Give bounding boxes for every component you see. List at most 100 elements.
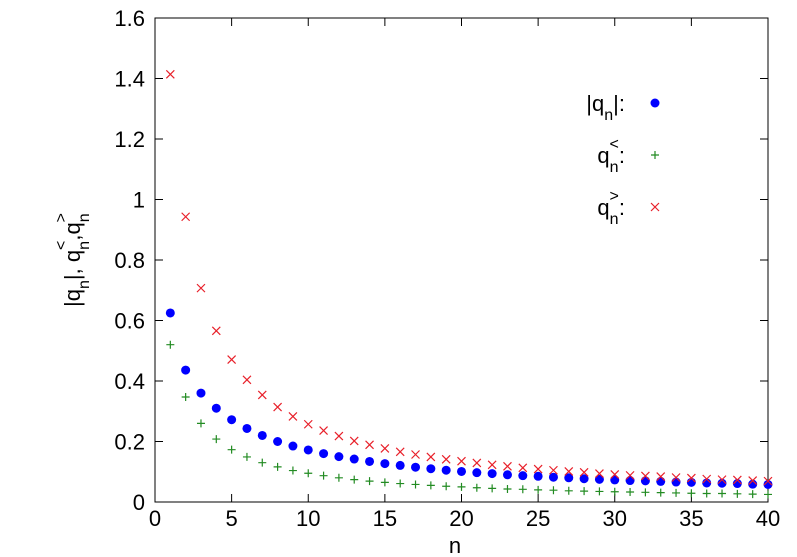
- point: [288, 441, 298, 451]
- point: [349, 436, 359, 446]
- point: [503, 484, 512, 493]
- point: [518, 471, 528, 481]
- point: [579, 467, 589, 477]
- point: [257, 430, 267, 440]
- x-tick-label: 10: [296, 506, 320, 531]
- point: [395, 460, 405, 470]
- point: [686, 477, 696, 487]
- point: [411, 450, 420, 459]
- point: [748, 490, 757, 499]
- point: [502, 470, 512, 480]
- legend-marker: [650, 98, 660, 108]
- point: [380, 459, 390, 469]
- point: [334, 473, 343, 482]
- y-tick-label: 0.4: [114, 369, 145, 394]
- point: [488, 484, 497, 493]
- point: [641, 488, 650, 497]
- y-tick-label: 0: [133, 490, 145, 515]
- point: [380, 478, 389, 487]
- point: [196, 388, 206, 398]
- point: [472, 458, 482, 468]
- point: [579, 474, 589, 484]
- point: [717, 478, 727, 488]
- point: [457, 482, 466, 491]
- point: [196, 283, 206, 293]
- point: [718, 489, 727, 498]
- point: [334, 431, 344, 441]
- point: [732, 475, 742, 485]
- point: [610, 475, 620, 485]
- point: [365, 440, 374, 450]
- point: [441, 465, 451, 475]
- x-tick-label: 15: [373, 506, 397, 531]
- point: [242, 423, 252, 433]
- point: [442, 482, 451, 491]
- y-axis-label: |qn|, qn<​,qn>​: [53, 213, 93, 307]
- point: [441, 454, 451, 464]
- y-tick-label: 0.8: [114, 248, 145, 273]
- point: [472, 483, 481, 492]
- legend-marker: [651, 151, 659, 159]
- point: [334, 452, 344, 462]
- point: [365, 456, 375, 466]
- point: [196, 419, 205, 428]
- point: [671, 477, 681, 487]
- point: [319, 449, 329, 459]
- point: [625, 476, 635, 486]
- point: [625, 470, 635, 480]
- point: [273, 402, 283, 412]
- point: [702, 489, 711, 498]
- point: [656, 488, 665, 497]
- point: [640, 476, 650, 486]
- point: [549, 486, 558, 495]
- point: [732, 479, 742, 489]
- y-tick-label: 1: [133, 188, 145, 213]
- point: [656, 472, 666, 482]
- point: [365, 477, 374, 486]
- point: [534, 485, 543, 494]
- point: [564, 473, 574, 483]
- point: [626, 488, 635, 497]
- point: [242, 375, 252, 385]
- point: [594, 474, 604, 484]
- point: [350, 475, 359, 484]
- x-tick-label: 5: [226, 506, 238, 531]
- point: [319, 426, 328, 436]
- point: [533, 471, 543, 481]
- point: [748, 476, 758, 485]
- x-tick-label: 30: [603, 506, 627, 531]
- point: [181, 393, 190, 402]
- point: [181, 212, 191, 222]
- point: [303, 419, 313, 429]
- point: [595, 487, 604, 496]
- point: [671, 473, 681, 482]
- legend-label: |qn|:: [586, 91, 625, 124]
- point: [426, 481, 435, 490]
- point: [166, 340, 175, 349]
- point: [686, 473, 696, 483]
- legend-label: qn<​:: [597, 136, 625, 176]
- point: [396, 479, 405, 488]
- point: [717, 475, 727, 485]
- point: [227, 355, 237, 364]
- y-tick-label: 1.2: [114, 127, 145, 152]
- point: [610, 487, 619, 496]
- point: [487, 460, 497, 470]
- y-tick-label: 1.6: [114, 6, 145, 31]
- x-tick-label: 0: [149, 506, 161, 531]
- legend-label: qn>​:: [597, 188, 625, 228]
- x-tick-label: 35: [679, 506, 703, 531]
- y-tick-label: 0.6: [114, 309, 145, 334]
- point: [472, 468, 482, 478]
- x-tick-label: 40: [756, 506, 780, 531]
- point: [211, 326, 221, 336]
- point: [380, 444, 390, 453]
- x-tick-label: 25: [526, 506, 550, 531]
- x-axis-label: n: [449, 533, 461, 557]
- point: [580, 487, 589, 496]
- point: [426, 452, 436, 462]
- point: [395, 447, 405, 457]
- point: [548, 472, 558, 482]
- point: [733, 489, 742, 498]
